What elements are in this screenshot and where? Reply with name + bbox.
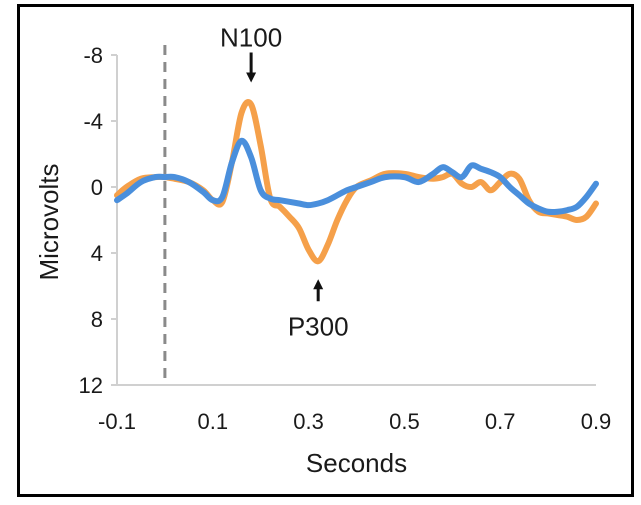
y-tick-label: 4 [91,241,103,266]
annotation-arrowhead [246,72,257,83]
series-lines [114,99,599,265]
annotation-arrowhead [313,279,324,290]
y-axis-title: Microvolts [34,163,64,280]
annotations: N100 P300 [220,23,349,342]
x-tick-label: 0.3 [293,409,324,434]
y-tick-label: 8 [91,307,103,332]
tick-labels: -8 -4 0 4 8 12 -0.1 0.1 0.3 0.5 0.7 0.9 [79,43,612,434]
x-tick-label: -0.1 [98,409,136,434]
x-tick-label: 0.5 [389,409,420,434]
y-tick-label: -8 [83,43,103,68]
y-tick-label: -4 [83,109,103,134]
x-tick-label: 0.7 [485,409,516,434]
annotation-label: P300 [288,311,349,341]
x-axis-title: Seconds [306,448,407,478]
series-line-2 [114,137,599,216]
axes [111,45,596,386]
x-tick-label: 0.1 [198,409,229,434]
y-tick-label: 12 [79,373,103,398]
y-tick-label: 0 [91,175,103,200]
x-tick-label: 0.9 [581,409,612,434]
annotation-label: N100 [220,23,282,53]
